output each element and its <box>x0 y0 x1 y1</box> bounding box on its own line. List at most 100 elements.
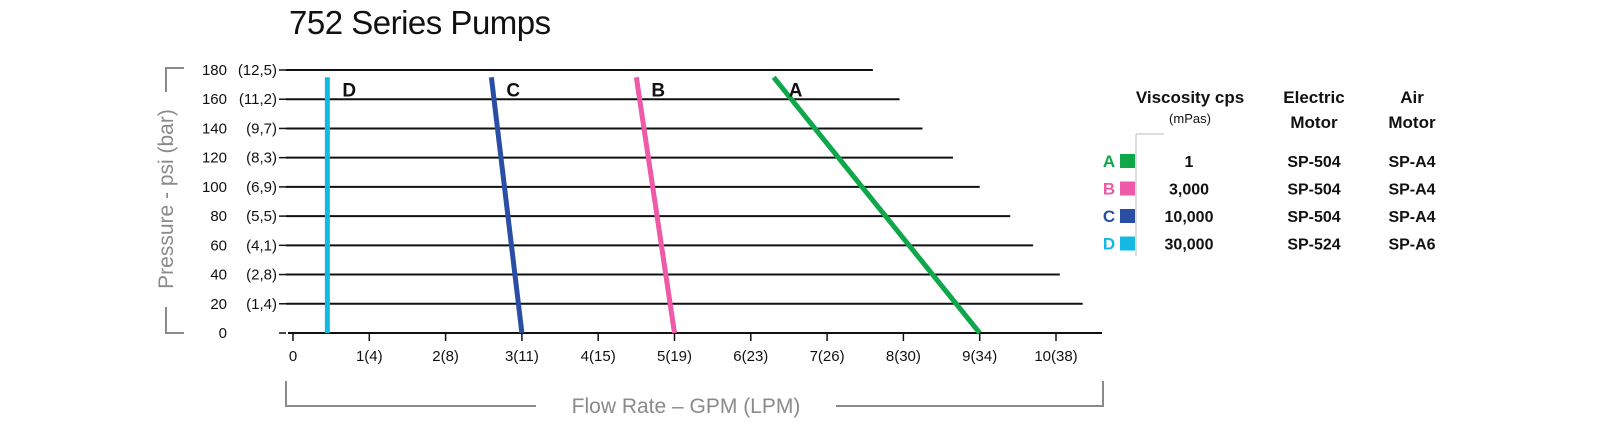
y-tick-label-psi: 160 <box>202 91 227 108</box>
x-tick-5: 5(19) <box>657 333 692 365</box>
legend-viscosity: 10,000 <box>1165 209 1214 226</box>
y-tick-0: 0 <box>219 325 286 342</box>
x-tick-7: 7(26) <box>810 333 845 365</box>
x-tick-label: 6(23) <box>733 348 768 365</box>
legend-header-electric-2: Motor <box>1290 113 1338 132</box>
y-tick-label-psi: 0 <box>219 325 227 342</box>
x-tick-label: 8(30) <box>886 348 921 365</box>
legend-rows: A 1 SP-504 SP-A4 B 3,000 SP-504 SP-A4 C 10,000 SP-… <box>1103 152 1436 254</box>
y-tick-40: 40 (2,8) <box>210 267 286 284</box>
series-B: B <box>633 76 677 334</box>
x-tick-label: 5(19) <box>657 348 692 365</box>
y-tick-label-bar: (1,4) <box>246 296 277 313</box>
legend-air-motor: SP-A4 <box>1388 209 1435 226</box>
y-tick-label-psi: 120 <box>202 150 227 167</box>
x-tick-label: 3(11) <box>505 348 539 365</box>
x-tick-8: 8(30) <box>886 333 921 365</box>
legend-letter: B <box>1103 180 1115 199</box>
curve-line-C <box>488 77 525 334</box>
y-tick-label-psi: 20 <box>210 296 227 313</box>
x-tick-label: 9(34) <box>962 348 997 365</box>
x-tick-0: 0 <box>289 333 297 365</box>
legend-header-electric-1: Electric <box>1283 88 1344 107</box>
y-tick-label-psi: 80 <box>210 208 227 225</box>
x-tick-label: 10(38) <box>1034 348 1077 365</box>
legend-table: Viscosity cps (mPas) Electric Motor Air … <box>1103 88 1436 256</box>
legend-electric-motor: SP-524 <box>1287 237 1340 254</box>
legend-header-air-2: Motor <box>1388 113 1436 132</box>
series-D: D <box>324 77 356 333</box>
legend-letter: C <box>1103 207 1115 226</box>
legend-swatch <box>1120 236 1135 251</box>
x-tick-label: 4(15) <box>581 348 616 365</box>
y-tick-140: 140 (9,7) <box>202 120 286 137</box>
y-tick-20: 20 (1,4) <box>210 296 286 313</box>
legend-swatch <box>1120 154 1135 168</box>
legend-row-C: C 10,000 SP-504 SP-A4 <box>1103 207 1436 226</box>
legend-electric-motor: SP-504 <box>1287 182 1340 199</box>
legend-air-motor: SP-A4 <box>1388 154 1435 171</box>
y-tick-180: 180 (12,5) <box>202 62 286 79</box>
legend-electric-motor: SP-504 <box>1287 154 1340 171</box>
legend-swatch <box>1120 181 1135 196</box>
legend-air-motor: SP-A6 <box>1388 237 1435 254</box>
legend-header-viscosity: Viscosity cps <box>1136 88 1244 107</box>
legend-letter: A <box>1103 152 1115 171</box>
pressure-reference-lines <box>286 69 1083 305</box>
legend-swatch <box>1120 209 1135 223</box>
legend-row-A: A 1 SP-504 SP-A4 <box>1103 152 1436 171</box>
x-tick-1: 1(4) <box>356 333 383 365</box>
x-tick-9: 9(34) <box>962 333 997 365</box>
y-tick-60: 60 (4,1) <box>210 237 286 254</box>
curve-label-A: A <box>789 80 803 101</box>
curve-line-A <box>771 75 982 335</box>
y-tick-label-bar: (5,5) <box>246 208 277 225</box>
x-tick-label: 1(4) <box>356 348 383 365</box>
y-tick-label-psi: 60 <box>210 237 227 254</box>
legend-letter: D <box>1103 235 1115 254</box>
x-tick-3: 3(11) <box>505 333 539 365</box>
y-axis-label-group: Pressure - psi (bar) <box>152 67 184 334</box>
curve-label-B: B <box>651 80 665 101</box>
x-tick-label: 0 <box>289 348 297 365</box>
legend-viscosity: 3,000 <box>1169 182 1209 199</box>
y-axis-ticks: 0 20 (1,4) 40 (2,8) 60 (4,1) 80 (5,5) 100 (6,9) 120… <box>202 62 286 342</box>
y-tick-label-bar: (9,7) <box>246 120 277 137</box>
chart-title: 752 Series Pumps <box>289 4 551 41</box>
legend-header-viscosity-unit: (mPas) <box>1169 111 1211 126</box>
x-tick-2: 2(8) <box>432 333 459 365</box>
curve-label-C: C <box>506 80 520 101</box>
legend-viscosity: 30,000 <box>1165 237 1214 254</box>
series-A: A <box>771 75 982 335</box>
legend-electric-motor: SP-504 <box>1287 209 1340 226</box>
x-axis-label: Flow Rate – GPM (LPM) <box>572 395 801 418</box>
x-axis-label-mask <box>536 396 836 416</box>
x-axis-ticks: 0 1(4) 2(8) 3(11) 4(15) 5(19) 6(23) 7(26) 8(30) 9… <box>289 333 1078 365</box>
y-tick-100: 100 (6,9) <box>202 179 286 196</box>
y-tick-120: 120 (8,3) <box>202 150 286 167</box>
legend-header-air-1: Air <box>1400 88 1424 107</box>
legend-air-motor: SP-A4 <box>1388 182 1435 199</box>
y-tick-160: 160 (11,2) <box>202 91 286 108</box>
curve-line-B <box>633 76 677 334</box>
y-axis-label: Pressure - psi (bar) <box>155 109 178 289</box>
y-tick-label-psi: 40 <box>210 267 227 284</box>
y-tick-label-psi: 140 <box>202 120 227 137</box>
y-tick-label-bar: (11,2) <box>239 91 277 108</box>
y-axis-label-mask <box>152 92 180 307</box>
y-tick-80: 80 (5,5) <box>210 208 286 225</box>
series-C: C <box>488 77 525 334</box>
legend-viscosity: 1 <box>1185 154 1194 171</box>
y-tick-label-bar: (2,8) <box>246 267 277 284</box>
viscosity-curves: A B C D <box>324 75 982 335</box>
y-tick-label-bar: (12,5) <box>238 62 277 79</box>
y-tick-label-bar: (8,3) <box>246 150 277 167</box>
y-tick-label-bar: (4,1) <box>246 237 277 254</box>
y-tick-label-bar: (6,9) <box>246 179 277 196</box>
x-tick-label: 7(26) <box>810 348 845 365</box>
curve-label-D: D <box>342 80 356 101</box>
x-tick-label: 2(8) <box>432 348 459 365</box>
y-tick-label-psi: 180 <box>202 62 227 79</box>
y-tick-label-psi: 100 <box>202 179 227 196</box>
